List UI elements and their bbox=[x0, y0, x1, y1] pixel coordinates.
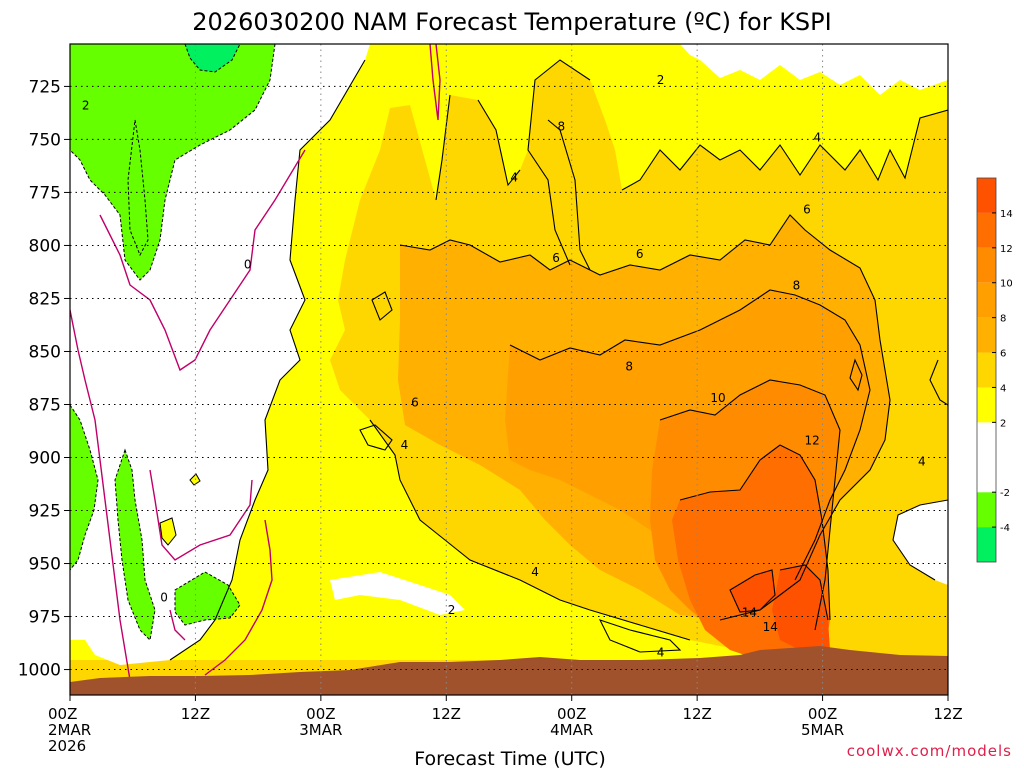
colorbar-tick-label: 6 bbox=[1000, 349, 1006, 360]
colorbar-bin bbox=[977, 317, 996, 353]
y-tick-label: 975 bbox=[29, 608, 61, 628]
x-tick-label: 12Z bbox=[432, 705, 461, 723]
colorbar-tick-label: 4 bbox=[1000, 383, 1006, 394]
colorbar-tick-label: 8 bbox=[1000, 314, 1006, 325]
grid-lines bbox=[70, 44, 948, 695]
contour-label: 10 bbox=[710, 391, 725, 405]
colorbar-tick-label: 14 bbox=[1000, 209, 1013, 220]
fill-band-neg4-neg2-blob bbox=[175, 572, 240, 625]
colorbar-tick-label: -2 bbox=[1000, 488, 1010, 499]
y-tick-label: 950 bbox=[29, 555, 61, 575]
x-tick-label: 00Z bbox=[808, 705, 837, 723]
y-tick-label: 875 bbox=[29, 395, 61, 415]
x-tick-label: 12Z bbox=[181, 705, 210, 723]
colorbar: -4 -2 2 4 6 8 10 12 14 bbox=[976, 177, 1013, 563]
x-axis-label: Forecast Time (UTC) bbox=[414, 748, 605, 768]
y-tick-label: 925 bbox=[29, 502, 61, 522]
negative-contour-lines bbox=[70, 44, 276, 642]
colorbar-bin bbox=[977, 178, 996, 213]
contour-labels: 2 0 0 2 8 4 4 6 6 6 8 8 6 4 10 12 4 4 2 14 14 4 bbox=[82, 73, 926, 660]
terrain bbox=[70, 646, 948, 695]
fill-band-neg2-2-patch bbox=[330, 572, 465, 615]
x-tick-label: 12Z bbox=[933, 705, 962, 723]
tiny-yellow-patch-2 bbox=[159, 517, 177, 546]
colorbar-tick-label: -4 bbox=[1000, 523, 1010, 534]
contour-lines bbox=[169, 59, 948, 661]
x-tick-label: 00Z bbox=[557, 705, 586, 723]
colorbar-bin bbox=[977, 352, 996, 388]
colorbar-tick-label: 12 bbox=[1000, 244, 1013, 255]
zero-isotherm-lines bbox=[70, 44, 441, 681]
x-tick-label: 3MAR bbox=[299, 721, 342, 739]
contour-label: 14 bbox=[763, 620, 778, 634]
colorbar-bin bbox=[977, 492, 996, 528]
contour-label: 8 bbox=[793, 279, 801, 293]
contour-label: 8 bbox=[557, 120, 565, 134]
contour-label: 2 bbox=[448, 603, 456, 617]
colorbar-bin bbox=[977, 422, 996, 493]
contour-label: 6 bbox=[636, 247, 644, 261]
colorbar-bin bbox=[977, 527, 996, 562]
contour-label: 4 bbox=[657, 646, 665, 660]
colorbar-bin bbox=[977, 387, 996, 423]
plot-frame bbox=[69, 43, 949, 696]
contour-label: 4 bbox=[531, 565, 539, 579]
fill-band-neg4-neg2-upper bbox=[70, 44, 275, 280]
contour-label: 0 bbox=[244, 258, 252, 272]
plot-area bbox=[70, 44, 948, 695]
y-tick-label: 800 bbox=[29, 236, 61, 256]
fill-band-neg2-2-top-east bbox=[680, 44, 948, 95]
contour-label: 2 bbox=[82, 98, 90, 112]
contour-label: 8 bbox=[625, 359, 633, 373]
contour-label: 4 bbox=[918, 455, 926, 469]
y-tick-label: 825 bbox=[29, 289, 61, 309]
y-tick-label: 725 bbox=[29, 77, 61, 97]
contour-label: 6 bbox=[803, 202, 811, 216]
y-tick-label: 775 bbox=[29, 183, 61, 203]
fill-band-14-16-patch bbox=[730, 570, 775, 612]
contour-label: 6 bbox=[552, 251, 560, 265]
fill-band-neg6-neg4-core bbox=[185, 44, 240, 72]
x-tick-label: 5MAR bbox=[801, 721, 844, 739]
contour-label: 4 bbox=[401, 438, 409, 452]
x-tick-label: 00Z bbox=[306, 705, 335, 723]
contour-label: 2 bbox=[657, 73, 665, 87]
x-tick-label: 00Z bbox=[48, 705, 77, 723]
y-tick-label: 1000 bbox=[18, 661, 61, 681]
colorbar-frame bbox=[976, 177, 997, 563]
x-tick-label: 12Z bbox=[682, 705, 711, 723]
x-tick-label: 2026 bbox=[48, 737, 86, 755]
contour-label: 4 bbox=[510, 171, 518, 185]
contour-label: 12 bbox=[804, 434, 819, 448]
y-axis: 725 750 775 800 825 850 875 900 925 950 975 1000 bbox=[18, 77, 70, 681]
fill-band-neg4-neg2-left bbox=[70, 405, 98, 570]
y-tick-label: 850 bbox=[29, 342, 61, 362]
x-tick-label: 2MAR bbox=[48, 721, 91, 739]
y-tick-label: 900 bbox=[29, 449, 61, 469]
contour-label: 6 bbox=[411, 395, 419, 409]
contour-label: 14 bbox=[742, 605, 757, 619]
colorbar-tick-label: 2 bbox=[1000, 418, 1006, 429]
colorbar-bin bbox=[977, 247, 996, 283]
contour-label: 4 bbox=[814, 130, 822, 144]
y-tick-label: 750 bbox=[29, 130, 61, 150]
fill-band-neg4-neg2-column bbox=[115, 450, 155, 640]
colorbar-tick-label: 10 bbox=[1000, 279, 1013, 290]
chart-title: 2026030200 NAM Forecast Temperature (ºC)… bbox=[192, 8, 831, 36]
colorbar-bin bbox=[977, 212, 996, 248]
contour-label: 0 bbox=[160, 590, 168, 604]
x-tick-label: 4MAR bbox=[550, 721, 593, 739]
credit-text: coolwx.com/models bbox=[847, 742, 1012, 760]
colorbar-bin bbox=[977, 282, 996, 318]
